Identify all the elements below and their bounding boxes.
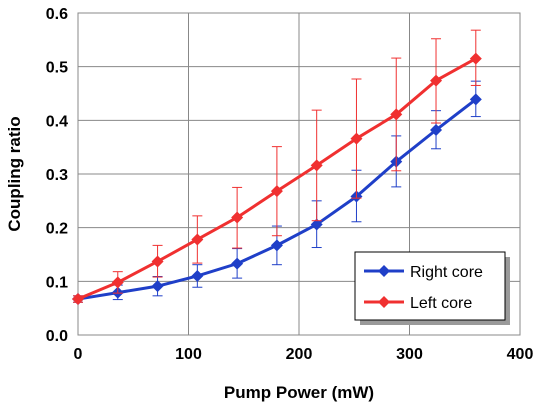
data-point <box>390 108 403 121</box>
y-tick-labels: 0.0 0.1 0.2 0.3 0.4 0.5 0.6 <box>46 6 68 345</box>
legend: Right core Left core <box>354 251 510 325</box>
y-axis-title: Coupling ratio <box>5 116 24 231</box>
legend-swatch-marker-right-core <box>378 265 390 277</box>
x-tick-label: 0 <box>74 346 83 363</box>
y-tick-label: 0.3 <box>46 167 68 184</box>
data-point <box>231 257 244 270</box>
y-tick-label: 0.6 <box>46 6 68 23</box>
y-tick-label: 0.5 <box>46 60 68 77</box>
data-point <box>350 132 363 145</box>
y-tick-label: 0.4 <box>46 113 68 130</box>
data-point <box>270 239 283 252</box>
data-point <box>231 211 244 224</box>
x-tick-label: 100 <box>175 346 202 363</box>
legend-box <box>354 251 506 321</box>
data-point <box>310 218 323 231</box>
data-point <box>72 293 84 306</box>
data-point <box>469 93 482 106</box>
x-axis-title: Pump Power (mW) <box>224 383 374 402</box>
data-point <box>111 276 124 289</box>
x-tick-labels: 0 100 200 300 400 <box>74 346 534 363</box>
legend-label-right-core: Right core <box>410 264 483 281</box>
x-tick-label: 400 <box>507 346 534 363</box>
data-point <box>430 74 443 87</box>
y-tick-label: 0.0 <box>46 328 68 345</box>
legend-swatch-marker-left-core <box>378 296 390 308</box>
data-point <box>191 233 204 246</box>
legend-label-left-core: Left core <box>410 295 472 312</box>
data-point <box>151 280 164 293</box>
data-point <box>469 52 482 65</box>
y-tick-label: 0.2 <box>46 221 68 238</box>
data-point <box>430 123 443 136</box>
data-point <box>191 269 204 282</box>
x-tick-label: 300 <box>396 346 423 363</box>
data-point <box>151 255 164 268</box>
series-layer <box>72 29 482 306</box>
x-tick-label: 200 <box>286 346 313 363</box>
series-left-core <box>72 29 482 306</box>
data-point <box>310 159 323 172</box>
data-point <box>270 185 283 198</box>
y-tick-label: 0.1 <box>46 274 68 291</box>
